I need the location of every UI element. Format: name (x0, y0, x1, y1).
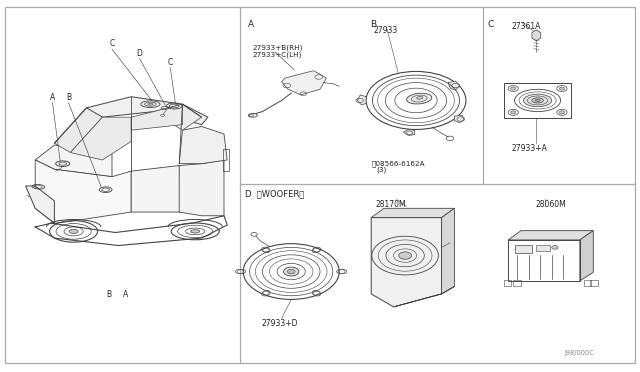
Polygon shape (35, 145, 112, 177)
Text: 27933+B(RH): 27933+B(RH) (253, 45, 303, 51)
Text: B: B (106, 291, 111, 299)
Ellipse shape (524, 94, 552, 107)
Text: C: C (168, 58, 173, 67)
Circle shape (559, 87, 564, 90)
Polygon shape (403, 129, 415, 135)
Bar (504, 280, 511, 286)
Polygon shape (54, 108, 102, 153)
Ellipse shape (191, 230, 200, 233)
Text: 28060M: 28060M (536, 200, 566, 209)
Text: B: B (66, 93, 71, 102)
Polygon shape (179, 160, 224, 216)
Polygon shape (154, 104, 202, 130)
Bar (515, 245, 532, 253)
Polygon shape (448, 81, 460, 90)
Polygon shape (394, 286, 454, 307)
Bar (590, 280, 598, 286)
Polygon shape (454, 115, 464, 123)
Circle shape (287, 269, 295, 274)
Ellipse shape (406, 93, 432, 104)
Circle shape (399, 252, 412, 259)
Circle shape (284, 267, 299, 276)
Bar (513, 280, 521, 286)
Text: A: A (123, 291, 128, 299)
Ellipse shape (417, 96, 423, 99)
Polygon shape (35, 160, 131, 223)
Text: A: A (248, 20, 255, 29)
Polygon shape (131, 104, 182, 130)
Circle shape (511, 111, 516, 114)
Polygon shape (357, 95, 366, 105)
Ellipse shape (69, 229, 78, 234)
Text: A: A (50, 93, 55, 102)
Text: Ⓝ08566-6162A: Ⓝ08566-6162A (371, 160, 425, 167)
Text: J98/000C: J98/000C (564, 350, 595, 356)
Bar (504, 83, 571, 118)
Ellipse shape (532, 98, 543, 103)
Bar (584, 280, 591, 286)
Bar (508, 240, 580, 281)
Polygon shape (371, 208, 454, 218)
Polygon shape (532, 30, 541, 41)
Circle shape (552, 246, 558, 249)
Polygon shape (179, 126, 227, 164)
Polygon shape (86, 97, 208, 125)
Circle shape (511, 87, 516, 90)
Bar (223, 149, 229, 171)
Polygon shape (580, 231, 593, 281)
Ellipse shape (148, 103, 153, 105)
Text: C: C (488, 20, 494, 29)
Text: 27933: 27933 (374, 26, 398, 35)
Text: B: B (370, 20, 376, 29)
Polygon shape (508, 231, 593, 240)
Circle shape (559, 111, 564, 114)
Polygon shape (282, 71, 326, 95)
Text: C: C (109, 39, 115, 48)
Polygon shape (26, 186, 54, 223)
Polygon shape (70, 117, 131, 160)
Text: (3): (3) (376, 166, 387, 173)
Polygon shape (371, 218, 442, 307)
Text: 27361A: 27361A (512, 22, 541, 31)
Text: D: D (136, 49, 143, 58)
Bar (536, 245, 550, 251)
Text: 27933+D: 27933+D (261, 319, 298, 328)
Polygon shape (442, 208, 454, 294)
Text: D  〈WOOFER〉: D 〈WOOFER〉 (245, 189, 305, 198)
Text: 28170M: 28170M (375, 200, 406, 209)
Text: 27933+A: 27933+A (512, 144, 548, 153)
Text: 27933+C(LH): 27933+C(LH) (253, 51, 302, 58)
Polygon shape (131, 166, 182, 212)
Ellipse shape (535, 99, 540, 102)
